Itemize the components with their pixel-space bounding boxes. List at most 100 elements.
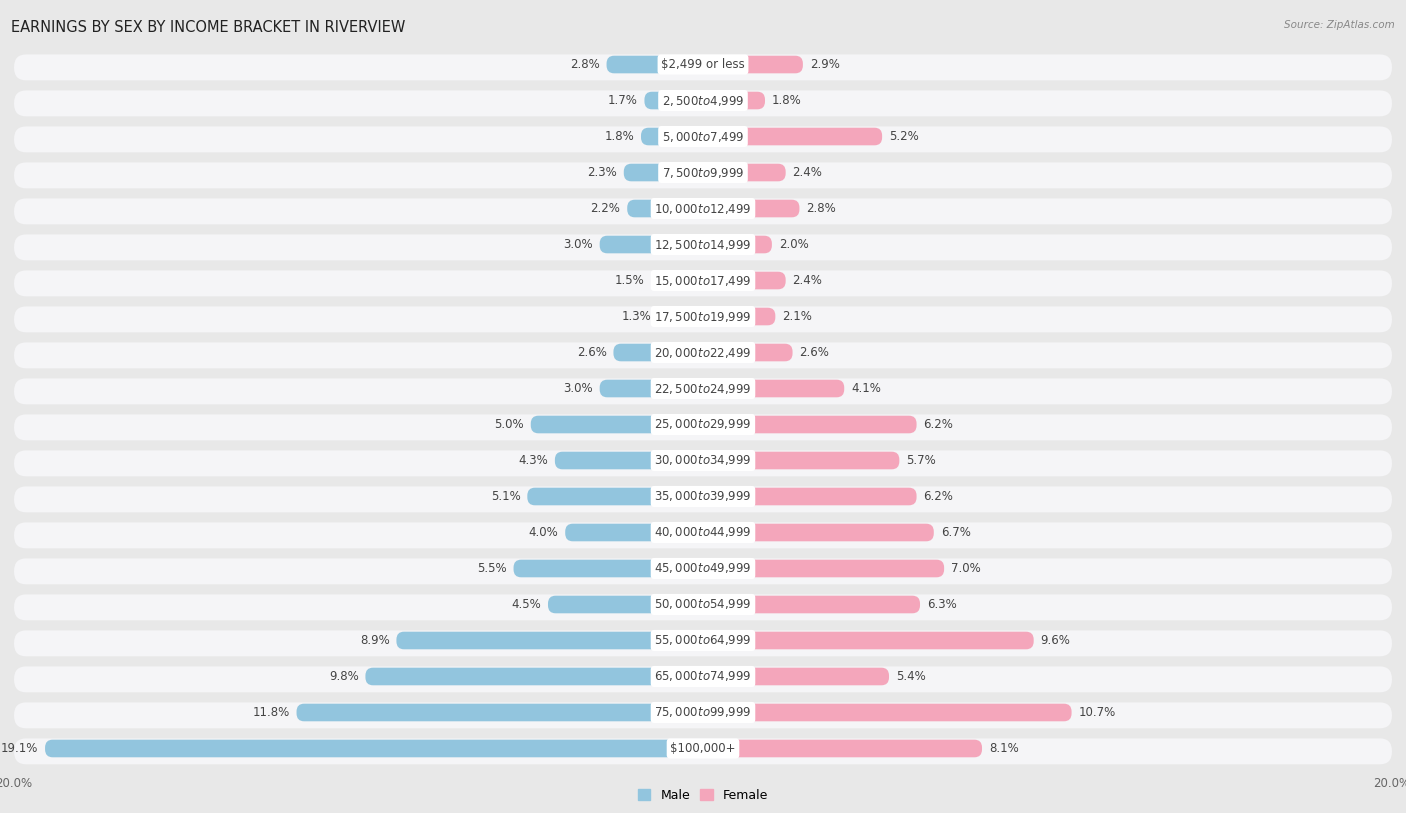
Text: 4.1%: 4.1% <box>851 382 882 395</box>
FancyBboxPatch shape <box>703 488 917 506</box>
Text: $35,000 to $39,999: $35,000 to $39,999 <box>654 489 752 503</box>
FancyBboxPatch shape <box>565 524 703 541</box>
FancyBboxPatch shape <box>548 596 703 613</box>
FancyBboxPatch shape <box>703 272 786 289</box>
FancyBboxPatch shape <box>703 380 844 398</box>
Text: 1.7%: 1.7% <box>607 94 637 107</box>
Legend: Male, Female: Male, Female <box>638 789 768 802</box>
Text: $17,500 to $19,999: $17,500 to $19,999 <box>654 310 752 324</box>
FancyBboxPatch shape <box>599 380 703 398</box>
Text: $25,000 to $29,999: $25,000 to $29,999 <box>654 418 752 432</box>
FancyBboxPatch shape <box>14 738 1392 764</box>
Text: 19.1%: 19.1% <box>1 742 38 755</box>
Text: $20,000 to $22,499: $20,000 to $22,499 <box>654 346 752 359</box>
Text: 4.0%: 4.0% <box>529 526 558 539</box>
Text: 5.5%: 5.5% <box>477 562 506 575</box>
FancyBboxPatch shape <box>14 378 1392 404</box>
Text: $100,000+: $100,000+ <box>671 742 735 755</box>
Text: $7,500 to $9,999: $7,500 to $9,999 <box>662 166 744 180</box>
Text: 5.0%: 5.0% <box>495 418 524 431</box>
Text: 1.3%: 1.3% <box>621 310 651 323</box>
FancyBboxPatch shape <box>703 307 775 325</box>
Text: 4.5%: 4.5% <box>512 598 541 611</box>
FancyBboxPatch shape <box>703 596 920 613</box>
Text: $65,000 to $74,999: $65,000 to $74,999 <box>654 669 752 684</box>
FancyBboxPatch shape <box>14 90 1392 116</box>
FancyBboxPatch shape <box>527 488 703 506</box>
FancyBboxPatch shape <box>703 632 1033 650</box>
FancyBboxPatch shape <box>396 632 703 650</box>
FancyBboxPatch shape <box>14 415 1392 441</box>
FancyBboxPatch shape <box>45 740 703 757</box>
Text: 6.2%: 6.2% <box>924 418 953 431</box>
FancyBboxPatch shape <box>703 704 1071 721</box>
FancyBboxPatch shape <box>531 415 703 433</box>
FancyBboxPatch shape <box>703 667 889 685</box>
FancyBboxPatch shape <box>703 236 772 254</box>
Text: 1.5%: 1.5% <box>614 274 644 287</box>
Text: 3.0%: 3.0% <box>564 238 593 251</box>
Text: $22,500 to $24,999: $22,500 to $24,999 <box>654 381 752 395</box>
FancyBboxPatch shape <box>703 92 765 109</box>
Text: 2.0%: 2.0% <box>779 238 808 251</box>
FancyBboxPatch shape <box>703 344 793 361</box>
Text: 5.1%: 5.1% <box>491 490 520 503</box>
FancyBboxPatch shape <box>651 272 703 289</box>
FancyBboxPatch shape <box>14 486 1392 512</box>
Text: 2.4%: 2.4% <box>793 166 823 179</box>
Text: 9.6%: 9.6% <box>1040 634 1070 647</box>
FancyBboxPatch shape <box>14 594 1392 620</box>
FancyBboxPatch shape <box>599 236 703 254</box>
FancyBboxPatch shape <box>14 234 1392 260</box>
FancyBboxPatch shape <box>14 667 1392 693</box>
Text: 11.8%: 11.8% <box>253 706 290 719</box>
Text: 2.3%: 2.3% <box>588 166 617 179</box>
Text: 5.2%: 5.2% <box>889 130 918 143</box>
Text: $50,000 to $54,999: $50,000 to $54,999 <box>654 598 752 611</box>
FancyBboxPatch shape <box>14 523 1392 548</box>
FancyBboxPatch shape <box>14 54 1392 80</box>
FancyBboxPatch shape <box>644 92 703 109</box>
FancyBboxPatch shape <box>703 200 800 217</box>
FancyBboxPatch shape <box>703 415 917 433</box>
FancyBboxPatch shape <box>555 452 703 469</box>
Text: 2.9%: 2.9% <box>810 58 839 71</box>
Text: $55,000 to $64,999: $55,000 to $64,999 <box>654 633 752 647</box>
FancyBboxPatch shape <box>703 740 981 757</box>
Text: 10.7%: 10.7% <box>1078 706 1116 719</box>
FancyBboxPatch shape <box>14 163 1392 189</box>
FancyBboxPatch shape <box>703 452 900 469</box>
Text: $2,500 to $4,999: $2,500 to $4,999 <box>662 93 744 107</box>
FancyBboxPatch shape <box>14 307 1392 333</box>
Text: EARNINGS BY SEX BY INCOME BRACKET IN RIVERVIEW: EARNINGS BY SEX BY INCOME BRACKET IN RIV… <box>11 20 405 35</box>
FancyBboxPatch shape <box>658 307 703 325</box>
Text: 5.7%: 5.7% <box>907 454 936 467</box>
Text: 2.2%: 2.2% <box>591 202 620 215</box>
FancyBboxPatch shape <box>14 198 1392 224</box>
FancyBboxPatch shape <box>513 559 703 577</box>
FancyBboxPatch shape <box>14 450 1392 476</box>
Text: 4.3%: 4.3% <box>519 454 548 467</box>
Text: 6.7%: 6.7% <box>941 526 970 539</box>
Text: 5.4%: 5.4% <box>896 670 925 683</box>
FancyBboxPatch shape <box>703 559 945 577</box>
Text: 8.1%: 8.1% <box>988 742 1019 755</box>
FancyBboxPatch shape <box>14 342 1392 368</box>
FancyBboxPatch shape <box>641 128 703 146</box>
Text: 2.8%: 2.8% <box>569 58 599 71</box>
Text: $15,000 to $17,499: $15,000 to $17,499 <box>654 273 752 288</box>
Text: 7.0%: 7.0% <box>950 562 981 575</box>
Text: $30,000 to $34,999: $30,000 to $34,999 <box>654 454 752 467</box>
Text: $45,000 to $49,999: $45,000 to $49,999 <box>654 562 752 576</box>
FancyBboxPatch shape <box>14 271 1392 297</box>
FancyBboxPatch shape <box>624 163 703 181</box>
FancyBboxPatch shape <box>703 163 786 181</box>
Text: 8.9%: 8.9% <box>360 634 389 647</box>
Text: 2.6%: 2.6% <box>576 346 606 359</box>
FancyBboxPatch shape <box>14 630 1392 656</box>
FancyBboxPatch shape <box>366 667 703 685</box>
Text: $5,000 to $7,499: $5,000 to $7,499 <box>662 129 744 144</box>
Text: 9.8%: 9.8% <box>329 670 359 683</box>
FancyBboxPatch shape <box>613 344 703 361</box>
Text: $12,500 to $14,999: $12,500 to $14,999 <box>654 237 752 251</box>
